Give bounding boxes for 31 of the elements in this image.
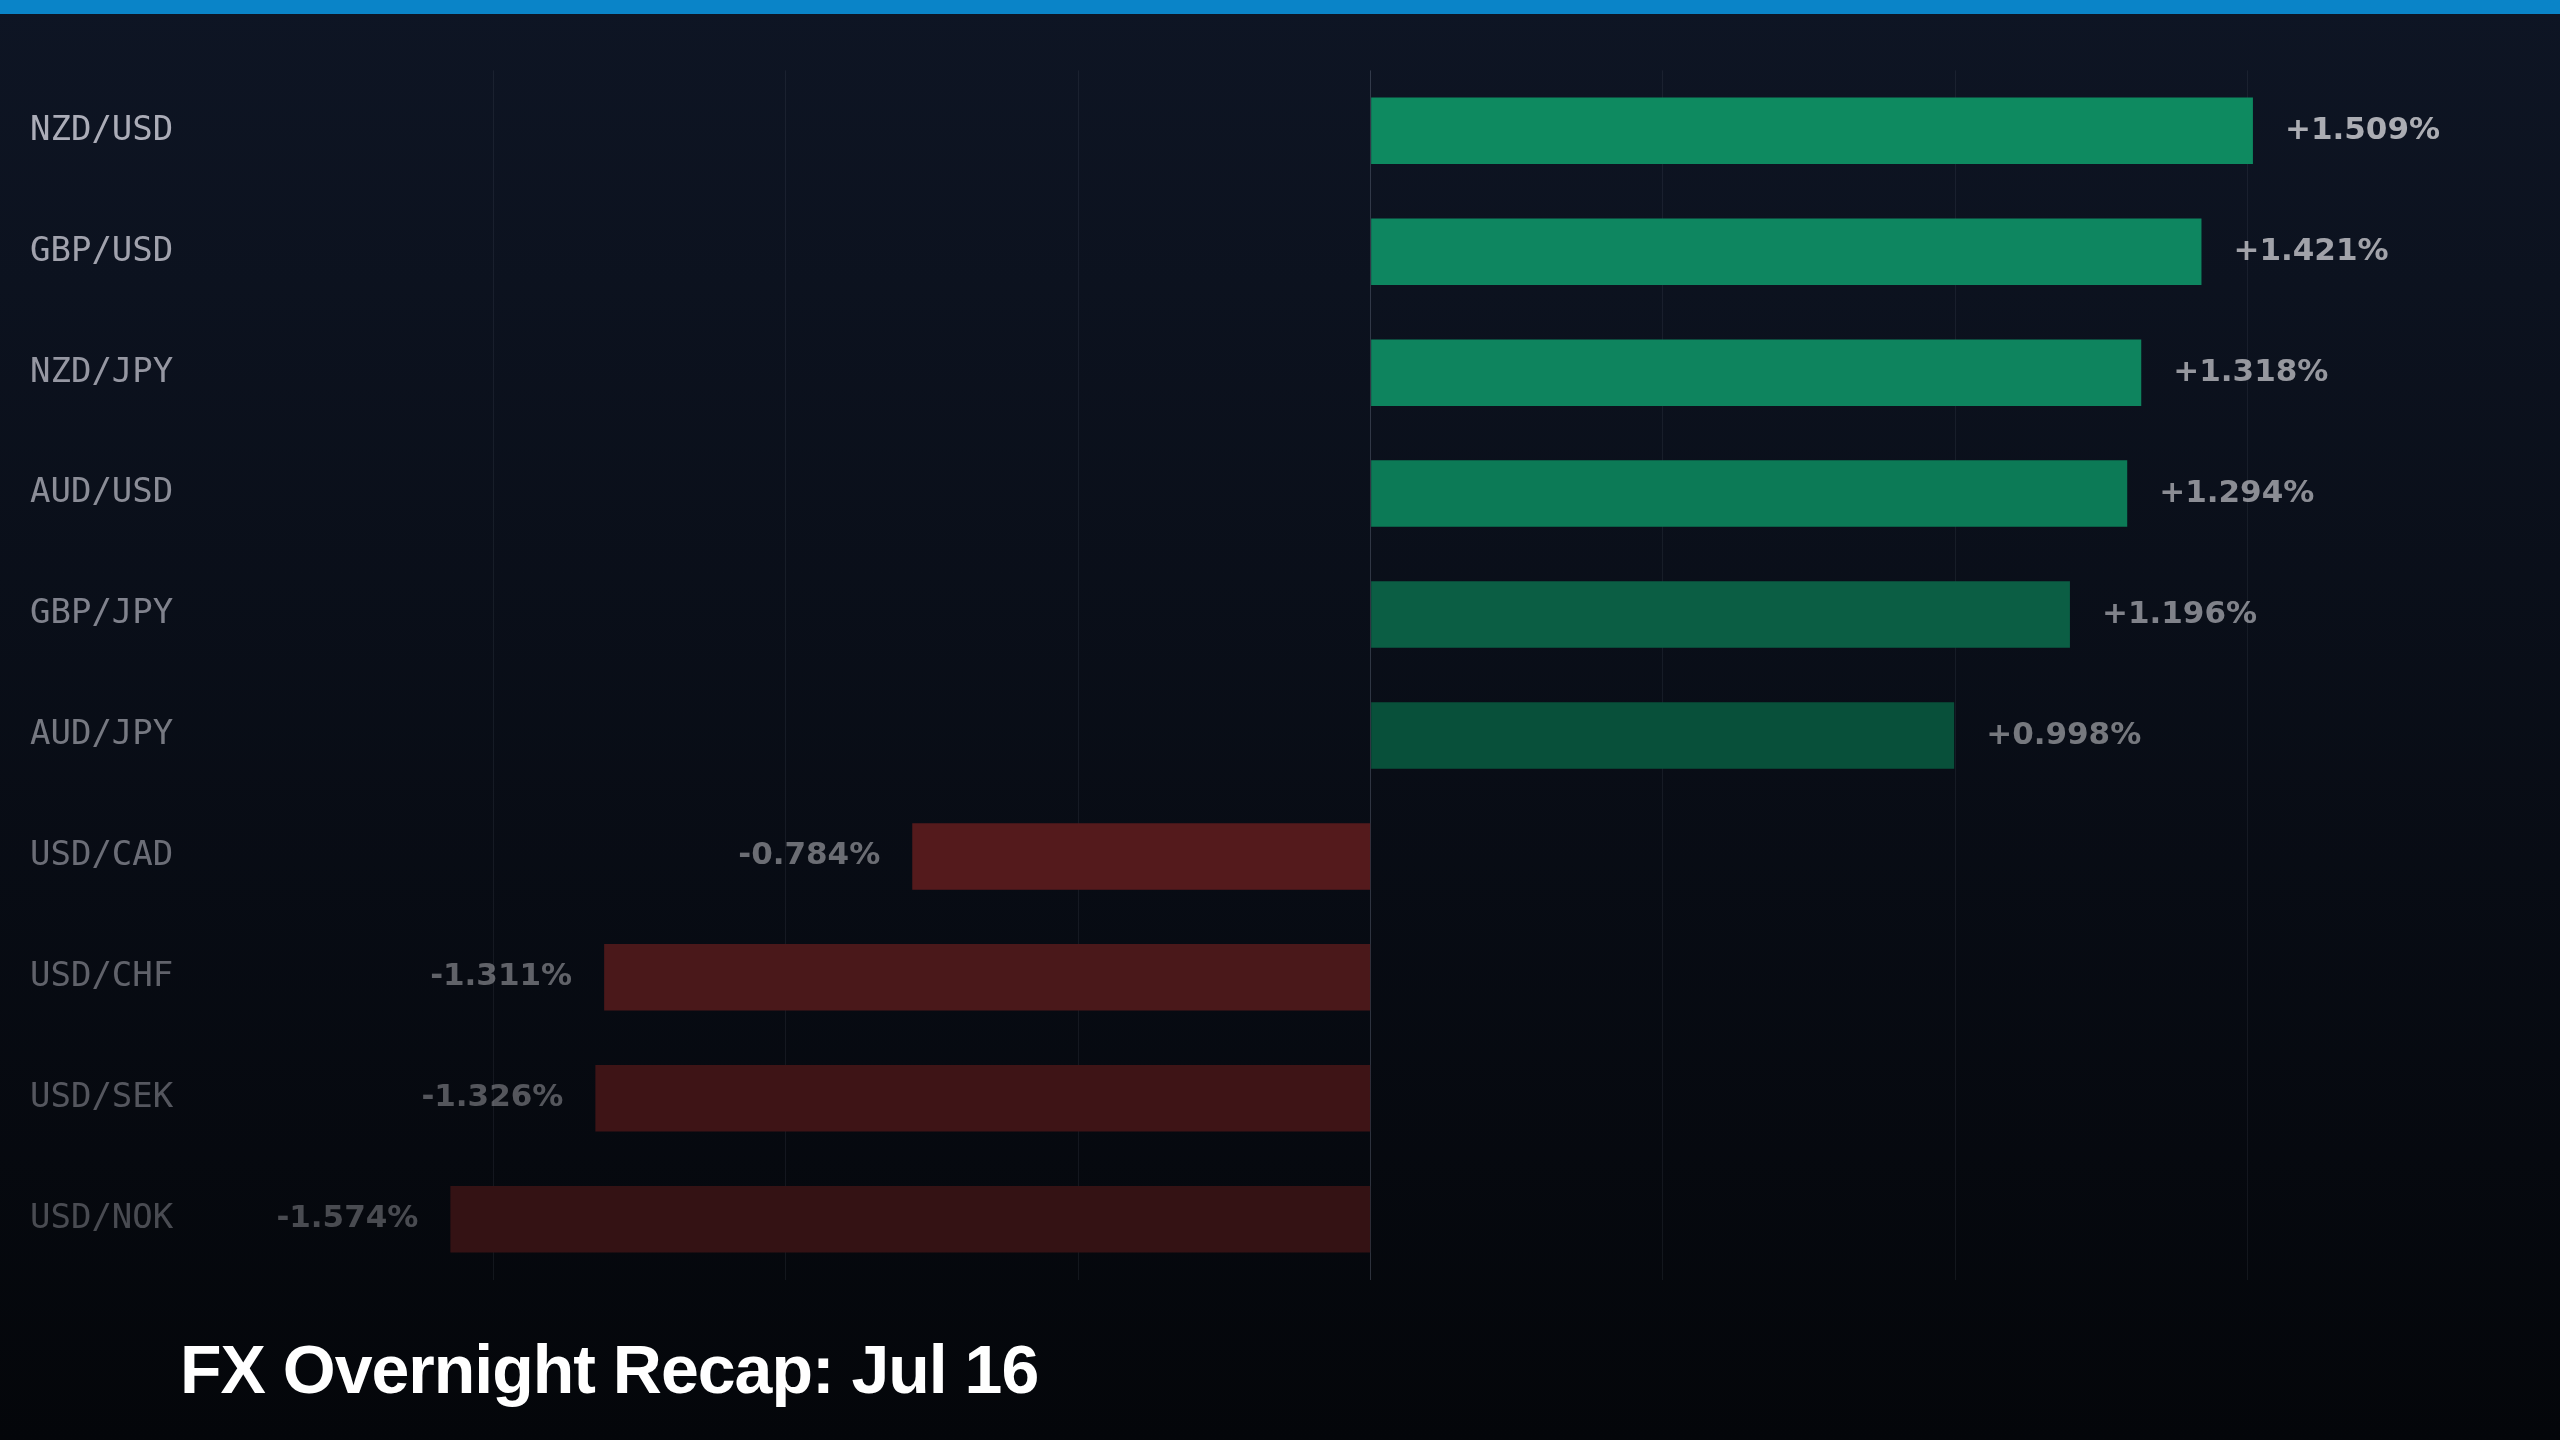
data-label: +1.421%: [2233, 230, 2389, 267]
y-tick-label: USD/CHF: [29, 954, 174, 995]
data-label: +1.318%: [2173, 351, 2329, 388]
y-tick-label: NZD/USD: [29, 107, 174, 148]
data-label: -1.311%: [430, 956, 573, 993]
bar: [1371, 339, 2142, 406]
text: FX Overnight Recap: Jul 16: [180, 1330, 1039, 1408]
bar: [1371, 460, 2128, 527]
bar: [450, 1185, 1371, 1253]
data-label: +1.509%: [2284, 109, 2441, 146]
bar: [1371, 97, 2253, 165]
data-label: -1.326%: [421, 1077, 564, 1114]
bar: [595, 1064, 1371, 1132]
y-tick-label: AUD/USD: [29, 470, 174, 511]
y-tick-label: USD/SEK: [29, 1075, 174, 1116]
bar: [604, 944, 1371, 1011]
data-label: +1.294%: [2159, 472, 2315, 509]
bar: [1371, 581, 2070, 648]
bar: [912, 823, 1371, 890]
data-label: -1.574%: [276, 1198, 419, 1235]
y-tick-label: USD/CAD: [29, 833, 174, 874]
data-label: -0.784%: [738, 835, 881, 872]
y-tick-label: USD/NOK: [29, 1195, 174, 1236]
y-tick-label: GBP/USD: [29, 228, 174, 269]
y-tick-label: GBP/JPY: [29, 591, 174, 632]
bar: [1371, 702, 1955, 769]
y-tick-label: AUD/JPY: [29, 712, 174, 753]
data-label: +0.998%: [1986, 714, 2142, 751]
y-tick-label: NZD/JPY: [29, 349, 174, 390]
bar: [1371, 218, 2202, 286]
data-label: +1.196%: [2101, 593, 2258, 630]
